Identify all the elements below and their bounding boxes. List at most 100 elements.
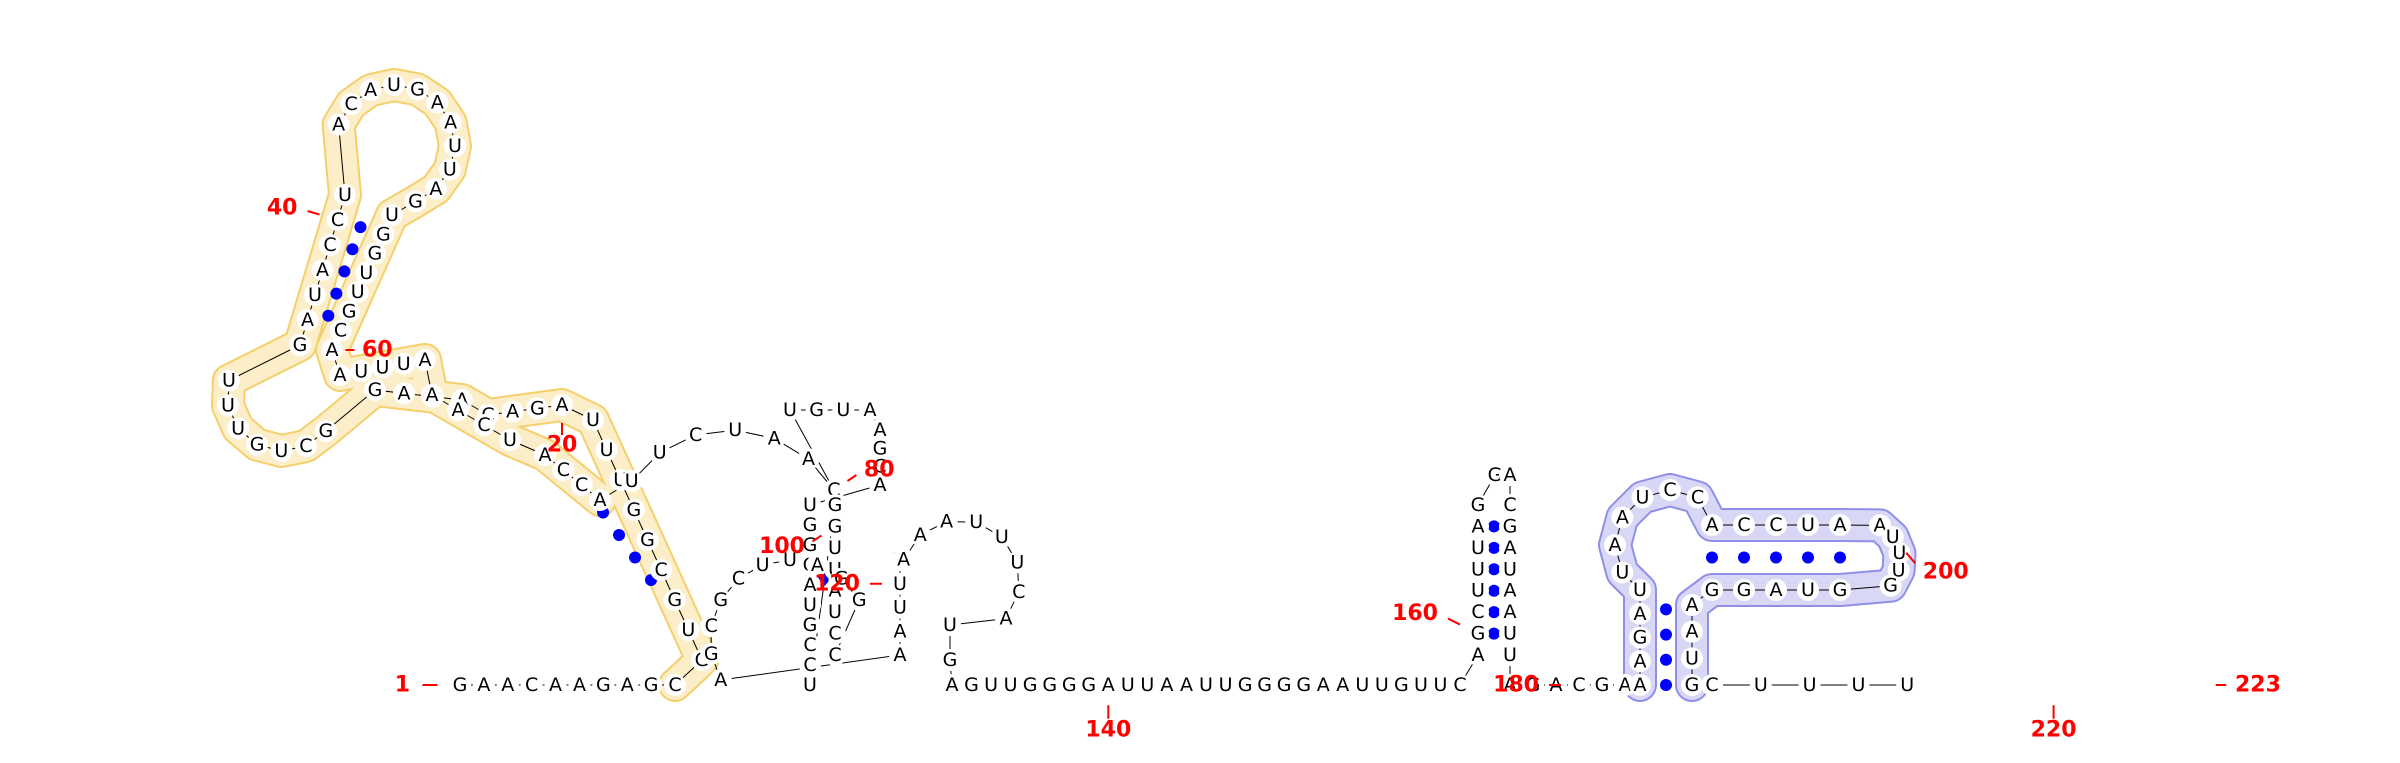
nucleotide-bg [869,437,891,460]
nucleotide-bg [799,574,821,596]
nucleotide-bg [664,674,686,696]
nucleotide-100: G [828,515,843,537]
nucleotide-bg [1449,674,1471,696]
nucleotide-127: U [1010,551,1024,573]
base-pair-dot [1834,551,1846,564]
base-pair-dot [322,309,335,322]
nucleotide-bg [1019,674,1042,696]
nucleotide-36: A [301,309,314,331]
nucleotide-88: A [874,474,887,496]
nucleotide-bg [1077,674,1100,696]
nucleotide-bg [1568,674,1590,696]
nucleotide-117: A [894,644,907,666]
nucleotide-55: G [367,243,382,265]
base-pair-dot [629,551,642,564]
nucleotide-bg [1467,579,1489,602]
nucleotide-208: G [1705,579,1720,601]
nucleotide-bg [1896,674,1919,696]
nucleotide-84: A [864,399,877,421]
nucleotide-bg [763,427,786,450]
nucleotide-bg [1749,674,1772,696]
nucleotide-bg [1629,602,1651,625]
nucleotide-bg [334,184,356,206]
nucleotide-184: A [1634,650,1647,672]
nucleotide-bg [889,644,911,666]
nucleotide-bg [1038,674,1061,696]
nucleotide-125: U [969,511,983,533]
nucleotide-60: A [326,339,339,361]
nucleotide-bg [799,634,821,656]
nucleotide-bg [592,674,615,696]
nucleotide-175: U [1503,623,1517,645]
backbone-segment [338,124,346,196]
nucleotide-bg [869,419,891,441]
base-pair-dot [330,287,343,300]
nucleotide-77: U [728,419,742,441]
nucleotide-29: C [299,435,312,457]
nucleotide-68: C [477,414,490,436]
nucleotide-51: A [429,178,442,200]
position-label-20: 20 [547,433,578,458]
nucleotide-bg [1234,674,1257,696]
nucleotide-133: G [964,674,979,696]
nucleotide-bg [1701,674,1723,696]
nucleotide-73: A [594,489,607,511]
nucleotide-182: A [1619,674,1632,696]
nucleotide-53: U [385,204,399,226]
nucleotide-bg [311,259,334,281]
nucleotide-bg [544,674,567,696]
nucleotide-83: U [836,399,850,421]
nucleotide-177: A [1504,674,1517,696]
nucleotide-bg [424,177,447,200]
nucleotide-bg [1681,647,1703,670]
nucleotide-bg [1499,558,1521,581]
nucleotides: GAACAAGAGCGUGCGGUUUAGACAUAGGCUGUUUGAUACC… [216,74,1919,696]
nucleotide-153: U [1355,674,1369,696]
nucleotide-174: A [1504,601,1517,623]
nucleotide-74: U [625,470,639,492]
position-label-100: 100 [759,534,805,559]
nucleotide-130: U [943,614,957,636]
nucleotide-45: U [387,74,401,96]
nucleotide-bg [1253,674,1276,696]
nucleotide-bg [447,399,469,421]
nucleotide-172: U [1503,558,1517,580]
position-label-220: 220 [2031,718,2077,743]
nucleotide-118: A [894,620,907,642]
nucleotide-31: G [250,434,265,456]
nucleotide-154: U [1375,674,1389,696]
nucleotide-173: A [1504,580,1517,602]
nucleotide-bg [700,642,723,665]
nucleotide-bg [404,190,427,213]
domain-outline [210,68,719,702]
nucleotide-bg [980,674,1003,696]
nucleotide-199: A [1874,514,1887,536]
nucleotide-bg [438,158,461,181]
nucleotide-158: C [1453,674,1466,696]
nucleotide-111: U [756,554,770,576]
nucleotide-bg [799,674,821,696]
nucleotide-bg [1631,486,1654,509]
base-pair-dot [1488,563,1500,576]
nucleotide-161: C [1471,601,1484,623]
nucleotide-32: U [231,417,245,439]
nucleotide-bg [1681,620,1703,643]
nucleotide-34: U [222,370,236,392]
nucleotide-14: C [654,559,667,581]
nucleotide-bg [1467,515,1489,538]
nucleotide-193: C [1691,486,1704,508]
nucleotide-191: U [1636,486,1650,508]
nucleotide-216: U [1851,674,1865,696]
nucleotide-bg [1798,674,1821,696]
base-pair-dot [1660,628,1672,641]
nucleotide-bg [473,414,495,436]
nucleotide-119: U [893,597,907,619]
nucleotide-6: A [573,674,586,696]
nucleotide-101: U [828,537,842,559]
nucleotide-5: A [549,674,562,696]
nucleotide-190: A [1616,507,1629,529]
nucleotide-bg [1522,674,1544,696]
nucleotide-bg [1733,514,1755,536]
nucleotide-67: A [452,399,465,421]
